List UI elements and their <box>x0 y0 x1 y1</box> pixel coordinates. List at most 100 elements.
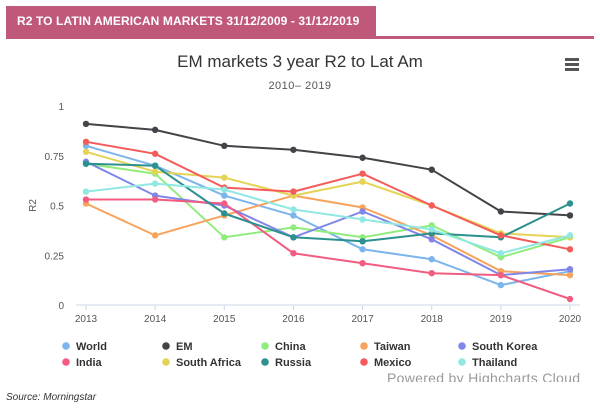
legend-item-south-africa[interactable]: South Africa <box>176 357 242 369</box>
data-point-mexico <box>151 150 159 157</box>
data-point-em <box>290 146 297 153</box>
x-tick-label: 2017 <box>351 314 374 325</box>
y-tick-label: 0.75 <box>45 152 65 163</box>
y-tick-label: 0 <box>58 301 64 312</box>
y-tick-label: 0.25 <box>45 251 65 262</box>
series-line-taiwan <box>85 194 571 277</box>
data-point-south-africa <box>151 168 159 175</box>
data-point-south-africa <box>82 148 90 155</box>
hamburger-menu-icon[interactable] <box>562 56 582 72</box>
series-line-thailand <box>85 182 571 255</box>
legend-item-china[interactable]: China <box>275 341 306 353</box>
legend-item-taiwan[interactable]: Taiwan <box>374 341 411 353</box>
data-point-taiwan <box>151 232 159 239</box>
data-point-south-korea <box>359 208 366 215</box>
data-point-mexico <box>566 246 574 253</box>
data-point-thailand <box>566 232 574 239</box>
data-point-india <box>359 260 366 267</box>
series-line-south-korea <box>85 160 571 277</box>
legend-symbol-taiwan[interactable] <box>360 342 368 350</box>
data-point-russia <box>290 234 297 241</box>
banner-divider <box>6 36 594 39</box>
data-point-world <box>359 246 366 253</box>
data-point-russia <box>82 160 90 167</box>
legend-item-world[interactable]: World <box>76 341 107 353</box>
data-point-em <box>497 208 505 215</box>
series-line-em <box>85 122 571 217</box>
data-point-russia <box>359 238 366 245</box>
data-point-india <box>566 295 574 303</box>
data-point-india <box>82 196 90 203</box>
y-axis-title: R2 <box>28 199 39 212</box>
data-point-south-korea <box>428 236 435 243</box>
data-point-thailand <box>359 216 366 223</box>
data-point-thailand <box>82 188 90 195</box>
data-point-thailand <box>497 250 505 257</box>
x-tick-label: 2016 <box>282 314 305 325</box>
data-point-russia <box>566 200 574 207</box>
legend-item-em[interactable]: EM <box>176 341 193 353</box>
x-tick-label: 2013 <box>75 314 98 325</box>
data-point-world <box>221 192 228 199</box>
x-tick-label: 2015 <box>213 314 236 325</box>
data-point-mexico <box>82 138 90 146</box>
series-line-russia <box>85 162 571 243</box>
data-point-india <box>151 196 159 203</box>
data-point-south-africa <box>221 174 228 181</box>
data-point-south-africa <box>359 178 366 185</box>
legend-symbol-world[interactable] <box>62 342 70 350</box>
legend-symbol-south-korea[interactable] <box>458 342 466 350</box>
legend-item-south-korea[interactable]: South Korea <box>472 341 538 353</box>
legend-item-russia[interactable]: Russia <box>275 357 312 369</box>
legend-symbol-russia[interactable] <box>261 358 269 366</box>
data-point-china <box>290 224 297 231</box>
data-point-india <box>221 200 228 207</box>
data-point-thailand <box>151 180 159 187</box>
data-point-em <box>359 154 366 161</box>
source-note: Source: Morningstar <box>6 392 97 403</box>
data-point-south-korea <box>566 265 574 273</box>
data-point-em <box>151 126 159 134</box>
data-point-russia <box>221 210 228 217</box>
data-point-mexico <box>497 232 505 239</box>
x-tick-label: 2014 <box>144 314 167 325</box>
legend-symbol-china[interactable] <box>261 342 269 350</box>
data-point-china <box>221 234 228 241</box>
data-point-mexico <box>359 170 366 177</box>
legend-symbol-thailand[interactable] <box>458 358 466 366</box>
data-point-india <box>497 271 505 279</box>
data-point-em <box>82 120 90 128</box>
data-point-thailand <box>428 226 435 233</box>
data-point-world <box>290 212 297 219</box>
y-tick-label: 1 <box>58 102 64 113</box>
legend-item-thailand[interactable]: Thailand <box>472 357 517 369</box>
legend-item-india[interactable]: India <box>76 357 103 369</box>
data-point-em <box>428 166 435 173</box>
y-tick-label: 0.5 <box>50 202 64 213</box>
data-point-india <box>290 250 297 257</box>
data-point-thailand <box>290 206 297 213</box>
series-line-mexico <box>85 140 571 251</box>
x-tick-label: 2019 <box>490 314 513 325</box>
highcharts-credits[interactable]: Powered by Highcharts Cloud <box>387 370 581 382</box>
data-point-world <box>497 281 505 289</box>
x-tick-label: 2018 <box>421 314 444 325</box>
data-point-russia <box>151 162 159 169</box>
legend-item-mexico[interactable]: Mexico <box>374 357 412 369</box>
data-point-em <box>566 212 574 219</box>
legend-symbol-south-africa[interactable] <box>162 358 170 366</box>
data-point-taiwan <box>566 271 574 279</box>
legend-symbol-em[interactable] <box>162 342 170 350</box>
chart-title: EM markets 3 year R2 to Lat Am <box>177 52 423 71</box>
x-tick-label: 2020 <box>559 314 582 325</box>
section-banner: R2 TO LATIN AMERICAN MARKETS 31/12/2009 … <box>6 6 376 36</box>
data-point-india <box>428 269 435 277</box>
data-point-em <box>221 142 228 149</box>
chart-subtitle: 2010– 2019 <box>268 80 332 92</box>
data-point-mexico <box>428 202 435 209</box>
legend-symbol-mexico[interactable] <box>360 358 368 366</box>
data-point-mexico <box>290 188 297 195</box>
legend-symbol-india[interactable] <box>62 358 70 366</box>
series-line-india <box>85 198 571 300</box>
